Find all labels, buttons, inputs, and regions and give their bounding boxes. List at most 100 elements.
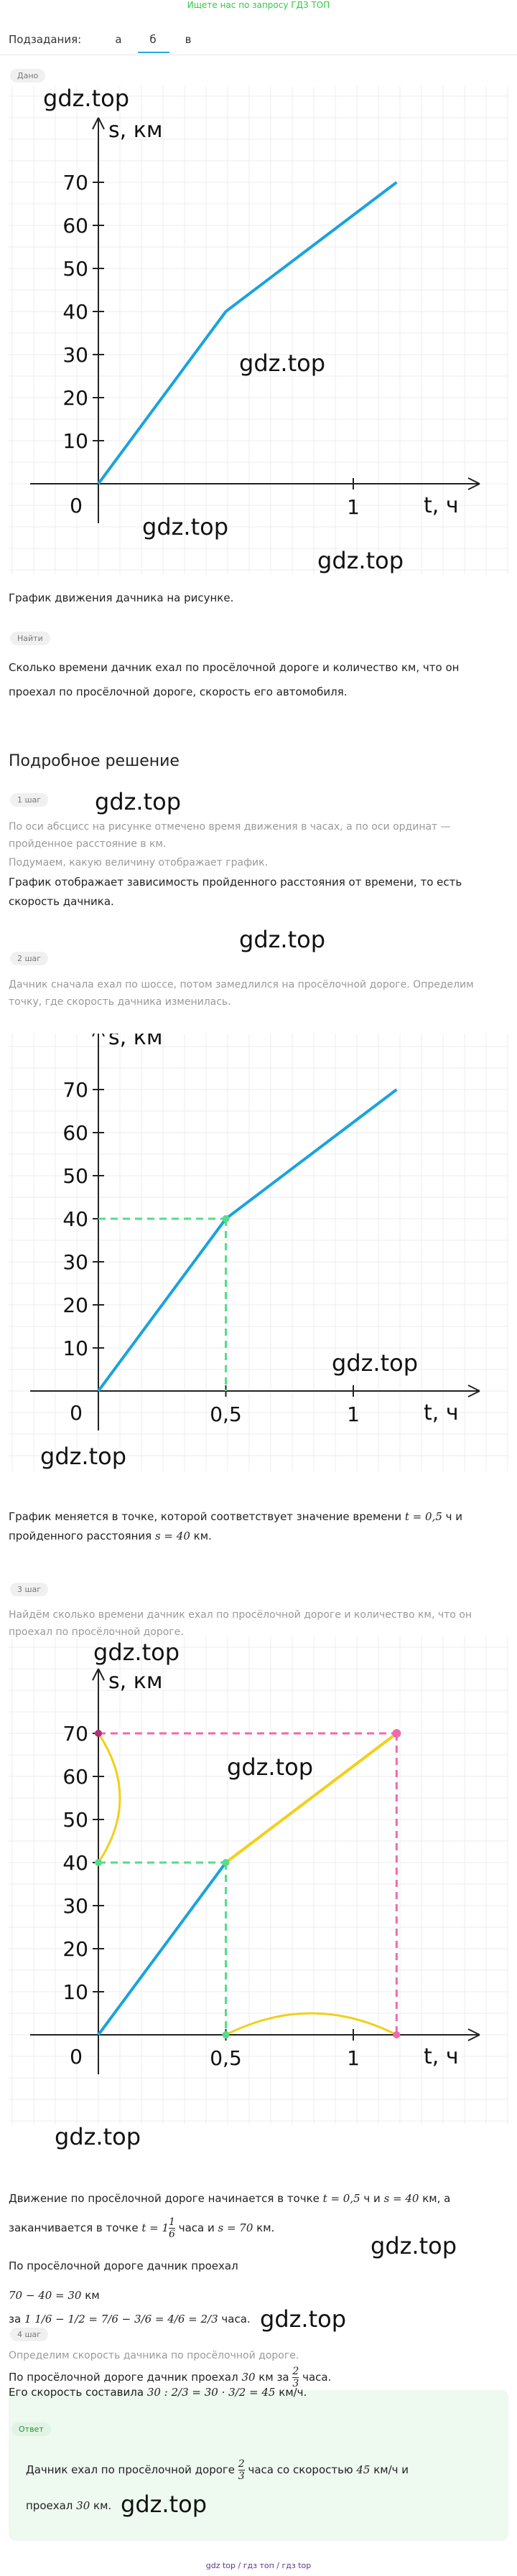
watermark: gdz.top bbox=[317, 547, 404, 574]
x-axis-arrow bbox=[467, 2028, 480, 2041]
y-axis-label: s, км bbox=[108, 1034, 162, 1050]
step-3-line-1: Движение по просёлочной дороге начинаетс… bbox=[9, 2192, 451, 2205]
step-1-tag: 1 шаг bbox=[10, 793, 49, 807]
answer-box bbox=[9, 2390, 508, 2541]
watermark: gdz.top bbox=[43, 85, 130, 112]
y-tick-label: 30 bbox=[62, 1894, 88, 1918]
step-2-tag: 2 шаг bbox=[10, 952, 49, 965]
watermark: gdz.top bbox=[121, 2491, 208, 2518]
x-tick-label: 1 bbox=[347, 2046, 360, 2070]
point-y40 bbox=[95, 1859, 102, 1866]
find-text: Сколько времени дачник ехал по просёлочн… bbox=[9, 661, 460, 698]
watermark: gdz.top bbox=[239, 926, 326, 953]
find-tag: Найти bbox=[10, 632, 50, 645]
watermark: gdz.top bbox=[55, 2123, 141, 2150]
watermark: gdz.top bbox=[239, 350, 326, 377]
x-tick-label: 0 bbox=[70, 494, 83, 517]
answer-tag: Ответ bbox=[11, 2422, 51, 2436]
chart-2: 10 20 30 40 50 60 70 0 0,5 1 s, км t, ч bbox=[9, 1034, 508, 1471]
watermark: gdz.top bbox=[332, 1349, 419, 1377]
chart-1: 10 20 30 40 50 60 70 0 1 s, км t, ч bbox=[9, 86, 508, 574]
watermark: gdz.top bbox=[40, 1443, 127, 1470]
chart-3: 10 20 30 40 50 60 70 0 0,5 1 s, км t, ч bbox=[9, 1636, 508, 2125]
step-1-text: График отображает зависимость пройденног… bbox=[9, 876, 462, 908]
watermark: gdz.top bbox=[93, 1639, 180, 1666]
x-tick-label: 0,5 bbox=[210, 1402, 242, 1426]
y-tick-label: 10 bbox=[62, 1980, 88, 2004]
step-2-muted: Дачник сначала ехал по шоссе, потом заме… bbox=[9, 979, 474, 1008]
step-4-line-1: По просёлочной дороге дачник проехал 30 … bbox=[9, 2366, 332, 2389]
step-4-line-2: Его скорость составила 30 : 2/3 = 30 · 3… bbox=[9, 2386, 307, 2399]
watermark: gdz.top bbox=[142, 513, 229, 540]
y-tick-label: 40 bbox=[62, 1851, 88, 1875]
y-tick-label: 50 bbox=[62, 1164, 88, 1188]
y-tick-label: 60 bbox=[62, 1121, 88, 1145]
step-3-muted: Найдём сколько времени дачник ехал по пр… bbox=[9, 1609, 472, 1638]
y-tick-label: 70 bbox=[62, 1078, 88, 1102]
x-axis-arrow bbox=[467, 477, 480, 490]
y-tick-label: 50 bbox=[62, 1808, 88, 1832]
watermark: gdz.top bbox=[227, 1753, 314, 1781]
y-tick-label: 40 bbox=[62, 300, 88, 324]
watermark: gdz.top bbox=[260, 2305, 347, 2333]
tab-a[interactable]: а bbox=[115, 33, 122, 46]
x-tick-label: 0,5 bbox=[210, 2046, 242, 2070]
y-tick-label: 30 bbox=[62, 343, 88, 367]
y-axis-arrow bbox=[92, 1668, 105, 1681]
step-3-line-4: 70 − 40 = 30 км bbox=[9, 2289, 100, 2302]
y-tick-label: 30 bbox=[62, 1250, 88, 1274]
y-axis-arrow bbox=[92, 1034, 105, 1037]
y-axis-arrow bbox=[92, 117, 105, 130]
answer-line-2: проехал 30 км. bbox=[26, 2499, 112, 2512]
y-tick-label: 70 bbox=[62, 1722, 88, 1746]
y-tick-label: 60 bbox=[62, 1765, 88, 1789]
y-tick-label: 10 bbox=[62, 429, 88, 453]
y-tick-label: 20 bbox=[62, 1293, 88, 1317]
y-tick-label: 20 bbox=[62, 1937, 88, 1961]
subtasks-label: Подзадания: bbox=[9, 33, 82, 46]
x-tick-label: 1 bbox=[347, 1402, 360, 1426]
step-1-muted-2: Подумаем, какую величину отображает граф… bbox=[9, 857, 269, 868]
x-tick-label: 0 bbox=[70, 1401, 83, 1425]
x-axis-label: t, ч bbox=[424, 493, 459, 518]
highlight-segment bbox=[225, 1732, 398, 1864]
x-axis-label: t, ч bbox=[424, 2044, 459, 2069]
y-tick-label: 50 bbox=[62, 257, 88, 281]
active-tab-indicator bbox=[138, 52, 169, 53]
y-tick-label: 10 bbox=[62, 1336, 88, 1360]
x-axis-arrow bbox=[467, 1385, 480, 1397]
solution-title: Подробное решение bbox=[9, 752, 180, 770]
tab-v[interactable]: в bbox=[185, 33, 192, 46]
x-tick-label: 1 bbox=[347, 495, 360, 519]
step-3-line-3: По просёлочной дороге дачник проехал bbox=[9, 2259, 238, 2272]
arc-time bbox=[225, 2012, 398, 2036]
given-caption: График движения дачника на рисунке. bbox=[9, 591, 234, 604]
step-2-text: График меняется в точке, которой соответ… bbox=[9, 1510, 463, 1542]
series-line bbox=[97, 1861, 228, 2036]
step-4-tag: 4 шаг bbox=[10, 2328, 49, 2341]
subtasks-bar: Подзадания: а б в bbox=[9, 27, 511, 53]
y-tick-label: 70 bbox=[62, 171, 88, 195]
y-tick-label: 60 bbox=[62, 214, 88, 238]
y-tick-label: 20 bbox=[62, 386, 88, 410]
point-x117 bbox=[393, 2031, 401, 2038]
point-x05 bbox=[222, 2031, 230, 2038]
watermark: gdz.top bbox=[95, 788, 182, 815]
tab-b[interactable]: б bbox=[149, 33, 157, 46]
footer-links[interactable]: gdz top / гдз топ / гдз top bbox=[205, 2561, 312, 2570]
given-tag: Дано bbox=[10, 69, 46, 83]
x-axis-label: t, ч bbox=[424, 1400, 459, 1425]
step-3-tag: 3 шаг bbox=[10, 1583, 49, 1596]
watermark: gdz.top bbox=[371, 2232, 457, 2259]
top-search-link[interactable]: Ищете нас по запросу ГДЗ ТОП bbox=[187, 0, 330, 10]
y-axis-label: s, км bbox=[108, 1669, 162, 1694]
x-tick-label: 0 bbox=[70, 2045, 83, 2069]
highlight-point bbox=[222, 1215, 230, 1222]
series-line bbox=[97, 181, 398, 485]
step-4-muted: Определим скорость дачника по просёлочно… bbox=[9, 2350, 299, 2361]
point-end bbox=[392, 1729, 401, 1738]
point-y70 bbox=[95, 1730, 102, 1737]
step-3-line-5: за 1 1/6 − 1/2 = 7/6 − 3/6 = 4/6 = 2/3 ч… bbox=[9, 2313, 251, 2326]
point-start bbox=[222, 1859, 230, 1866]
